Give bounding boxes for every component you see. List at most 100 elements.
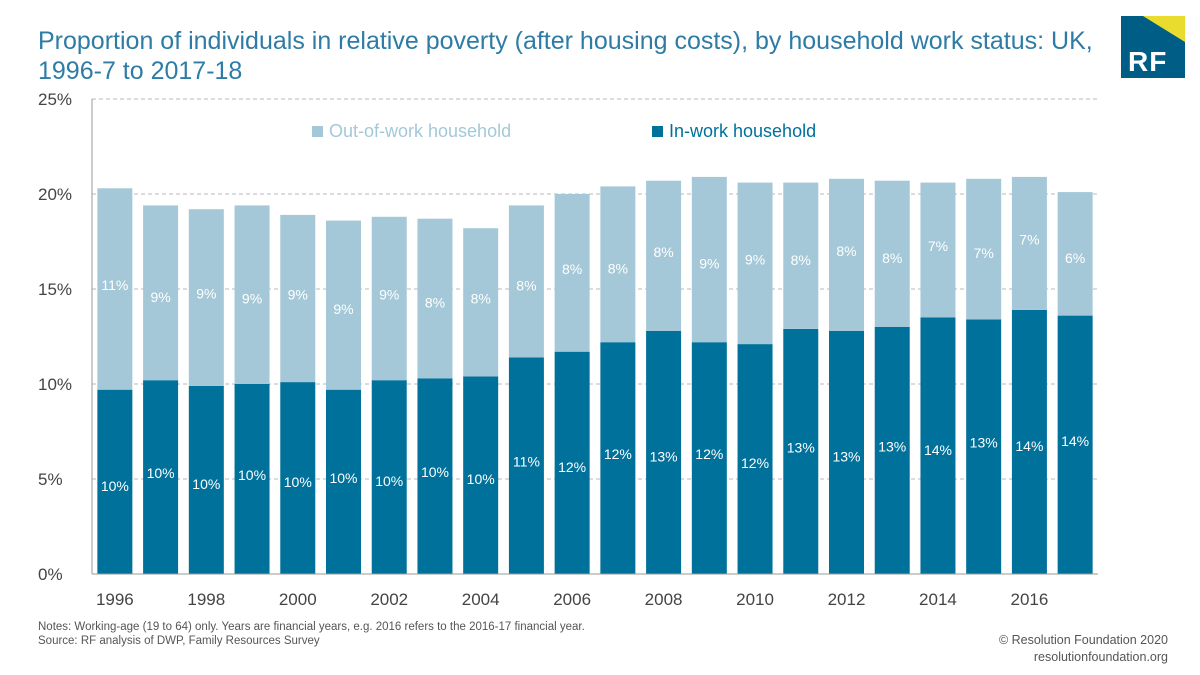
bar-label-in-work: 14%	[1015, 438, 1043, 454]
bar-label-out-of-work: 9%	[333, 301, 353, 317]
bar-label-out-of-work: 7%	[1019, 231, 1039, 247]
x-tick-label: 1998	[187, 590, 225, 609]
legend-swatch-out-of-work	[312, 126, 323, 137]
bar-label-out-of-work: 6%	[1065, 250, 1085, 266]
bar-out-of-work	[783, 182, 819, 329]
notes-text: Notes: Working-age (19 to 64) only. Year…	[38, 621, 585, 633]
bar-label-out-of-work: 8%	[836, 243, 856, 259]
bar-in-work	[417, 378, 453, 574]
website-link[interactable]: resolutionfoundation.org	[1033, 650, 1168, 664]
bar-in-work	[371, 380, 407, 574]
bar-label-out-of-work: 8%	[608, 260, 628, 276]
bar-label-in-work: 10%	[192, 476, 220, 492]
bar-out-of-work	[463, 228, 499, 377]
bar-label-in-work: 10%	[147, 465, 175, 481]
bar-in-work	[508, 357, 544, 574]
bar-in-work	[783, 328, 819, 574]
chart-title: Proportion of individuals in relative po…	[38, 27, 1093, 85]
bar-in-work	[1057, 315, 1093, 574]
logo-triangle	[1143, 16, 1185, 42]
bar-out-of-work	[97, 188, 133, 390]
legend-label-in-work: In-work household	[669, 121, 816, 141]
bar-in-work	[326, 389, 361, 574]
x-tick-label: 1996	[96, 590, 134, 609]
bar-label-in-work: 13%	[878, 439, 906, 455]
bar-in-work	[691, 342, 727, 574]
bar-out-of-work	[143, 205, 179, 381]
bar-out-of-work	[920, 182, 956, 318]
x-tick-label: 2002	[370, 590, 408, 609]
bar-label-out-of-work: 9%	[150, 289, 170, 305]
credit: © Resolution Foundation 2020 resolutionf…	[999, 632, 1168, 666]
bar-out-of-work	[966, 178, 1002, 320]
logo-text: RF	[1128, 46, 1168, 77]
bar-label-out-of-work: 9%	[745, 251, 765, 267]
bar-in-work	[143, 380, 179, 574]
bar-out-of-work	[646, 180, 682, 331]
bar-label-in-work: 10%	[238, 467, 266, 483]
bar-label-out-of-work: 8%	[516, 277, 536, 293]
x-tick-label: 2014	[919, 590, 957, 609]
bar-label-out-of-work: 7%	[928, 238, 948, 254]
bar-label-in-work: 14%	[1061, 433, 1089, 449]
bar-in-work	[234, 384, 270, 574]
bar-label-in-work: 13%	[832, 448, 860, 464]
bar-out-of-work	[554, 194, 590, 352]
bar-label-in-work: 12%	[695, 446, 723, 462]
y-tick-label: 25%	[38, 90, 72, 109]
bar-label-in-work: 12%	[741, 455, 769, 471]
bar-label-in-work: 10%	[329, 470, 357, 486]
bar-in-work	[600, 342, 636, 574]
y-tick-label: 0%	[38, 565, 63, 584]
bar-out-of-work	[280, 214, 316, 383]
bar-label-in-work: 12%	[604, 446, 632, 462]
bar-label-in-work: 10%	[467, 471, 495, 487]
legend-label-out-of-work: Out-of-work household	[329, 121, 511, 141]
bar-out-of-work	[188, 209, 224, 386]
bar-label-in-work: 13%	[787, 439, 815, 455]
bar-out-of-work	[1011, 176, 1047, 310]
bar-label-in-work: 10%	[101, 478, 129, 494]
bar-in-work	[920, 317, 956, 574]
bar-in-work	[646, 330, 682, 574]
bar-label-in-work: 10%	[375, 473, 403, 489]
bar-label-in-work: 10%	[284, 474, 312, 490]
bar-label-out-of-work: 8%	[882, 250, 902, 266]
y-tick-label: 20%	[38, 185, 72, 204]
bar-out-of-work	[326, 220, 361, 390]
bar-out-of-work	[737, 182, 773, 345]
bar-out-of-work	[371, 216, 407, 381]
bar-out-of-work	[1057, 192, 1093, 316]
bar-in-work	[1011, 309, 1047, 574]
bar-label-in-work: 13%	[970, 435, 998, 451]
bar-label-out-of-work: 7%	[974, 245, 994, 261]
bar-label-in-work: 11%	[513, 454, 540, 470]
bar-in-work	[188, 385, 224, 574]
bar-in-work	[737, 344, 773, 574]
bar-label-out-of-work: 8%	[425, 295, 445, 311]
bar-in-work	[874, 327, 910, 574]
bar-out-of-work	[417, 218, 453, 379]
bar-out-of-work	[508, 205, 544, 358]
bar-label-out-of-work: 11%	[101, 277, 128, 293]
bar-label-in-work: 13%	[650, 448, 678, 464]
bar-label-out-of-work: 8%	[471, 290, 491, 306]
bar-label-in-work: 10%	[421, 464, 449, 480]
bar-in-work	[554, 351, 590, 574]
bar-out-of-work	[829, 178, 864, 331]
x-tick-label: 2006	[553, 590, 591, 609]
bar-label-in-work: 12%	[558, 459, 586, 475]
x-tick-label: 2010	[736, 590, 774, 609]
stacked-bar-chart: 0% 5% 10% 15% 20% 25% 10% 11% 10% 9% 10% 9% 10% 9% 10%…	[38, 90, 1098, 609]
bar-in-work	[829, 330, 864, 574]
bar-in-work	[97, 389, 133, 574]
bar-label-in-work: 14%	[924, 442, 952, 458]
bar-label-out-of-work: 8%	[791, 252, 811, 268]
y-tick-label: 15%	[38, 280, 72, 299]
x-tick-label: 2016	[1010, 590, 1048, 609]
bar-label-out-of-work: 9%	[699, 256, 719, 272]
bar-out-of-work	[691, 176, 727, 343]
x-tick-label: 2004	[462, 590, 500, 609]
rf-logo: RF	[1121, 16, 1185, 78]
x-tick-label: 2012	[828, 590, 866, 609]
